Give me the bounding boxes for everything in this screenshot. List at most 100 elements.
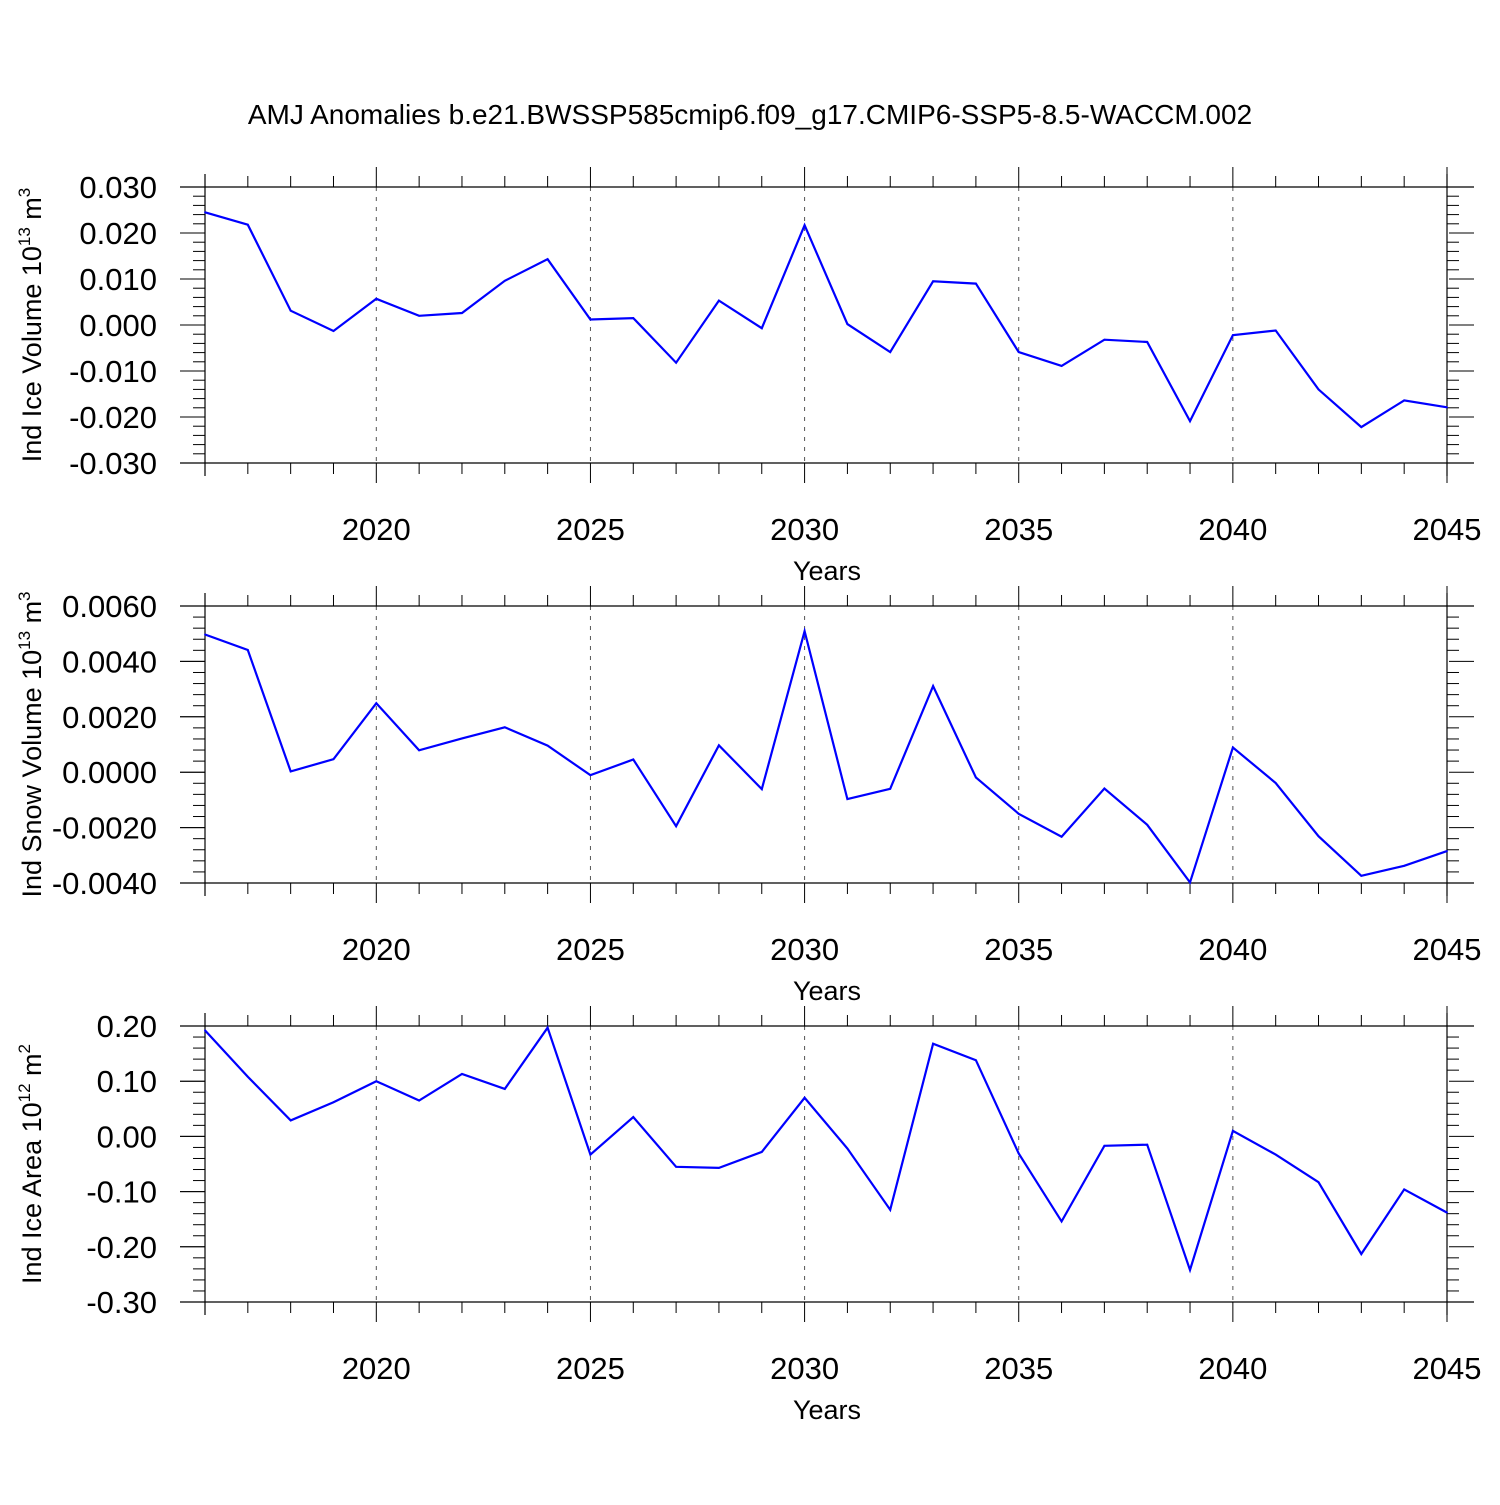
data-point: [632, 758, 635, 761]
x-tick-label: 2035: [984, 512, 1053, 547]
y-tick-label: -0.0020: [52, 811, 157, 846]
x-axis-label: Years: [793, 976, 861, 1006]
data-point: [803, 1096, 806, 1099]
y-tick-label: 0.0040: [62, 644, 157, 679]
data-point: [889, 787, 892, 790]
y-tick-label: -0.020: [69, 400, 157, 435]
data-point: [1274, 329, 1277, 332]
x-tick-label: 2035: [984, 932, 1053, 967]
data-point: [1060, 365, 1063, 367]
chart-title: AMJ Anomalies b.e21.BWSSP585cmip6.f09_g1…: [248, 99, 1252, 130]
data-point: [589, 774, 592, 777]
data-point: [1103, 1144, 1106, 1147]
data-point: [760, 1150, 763, 1153]
data-point: [718, 299, 720, 302]
y-tick-label: -0.010: [69, 354, 157, 389]
data-point: [1060, 1220, 1063, 1223]
data-point: [375, 702, 378, 705]
data-point: [375, 297, 378, 300]
data-point: [1231, 334, 1234, 337]
data-point: [1403, 399, 1406, 402]
y-axis-label: Ind Ice Area 1012 m2: [15, 1044, 47, 1284]
data-point: [1317, 388, 1320, 391]
data-point: [1017, 1152, 1020, 1155]
data-point: [1274, 782, 1277, 784]
data-point: [418, 749, 421, 752]
data-point: [332, 758, 335, 761]
data-point: [503, 1088, 506, 1090]
data-point: [375, 1080, 378, 1083]
x-tick-label: 2035: [984, 1351, 1053, 1386]
data-point: [1231, 1129, 1234, 1132]
data-point: [675, 361, 678, 364]
x-tick-label: 2025: [556, 512, 625, 547]
data-point: [246, 223, 249, 226]
y-axis-label-superscript: 12: [15, 1083, 34, 1102]
y-axis-label-part: Ind Ice Area 10: [17, 1102, 47, 1284]
x-tick-label: 2045: [1413, 932, 1482, 967]
data-point: [889, 1208, 892, 1211]
y-axis-label-part: m: [17, 1053, 47, 1083]
data-point: [760, 788, 763, 790]
y-axis-label-part: m: [17, 601, 47, 631]
data-point: [1317, 1181, 1320, 1184]
y-axis-label-part: Ind Ice Volume 10: [17, 246, 47, 462]
data-point: [546, 1026, 549, 1029]
data-point: [1231, 746, 1234, 749]
x-tick-label: 2045: [1413, 1351, 1482, 1386]
data-point: [974, 1059, 977, 1062]
data-point: [846, 798, 849, 800]
y-axis-label-superscript: 3: [15, 591, 34, 600]
data-point: [1446, 406, 1448, 409]
data-point: [974, 776, 977, 779]
data-point: [503, 726, 506, 729]
data-point: [675, 825, 678, 828]
y-tick-label: -0.030: [69, 446, 157, 481]
data-point: [1189, 881, 1191, 884]
data-point: [1360, 426, 1363, 429]
data-point: [1446, 850, 1448, 853]
y-tick-label: -0.10: [86, 1175, 157, 1210]
data-point: [1060, 835, 1063, 838]
data-point: [1146, 1143, 1149, 1146]
data-point: [632, 1116, 635, 1118]
y-tick-label: 0.10: [97, 1064, 157, 1099]
x-axis-label: Years: [793, 556, 861, 586]
y-axis-label-superscript: 13: [15, 227, 34, 246]
data-point: [1360, 874, 1363, 877]
data-point: [1360, 1253, 1363, 1255]
y-tick-label: 0.010: [79, 262, 157, 297]
data-point: [803, 630, 806, 633]
data-point: [246, 649, 249, 651]
data-point: [546, 744, 549, 747]
y-axis-label: Ind Ice Volume 1013 m3: [15, 188, 47, 463]
x-tick-label: 2020: [342, 512, 411, 547]
x-tick-label: 2040: [1198, 512, 1267, 547]
data-point: [632, 317, 635, 319]
y-tick-label: 0.20: [97, 1009, 157, 1044]
x-tick-label: 2025: [556, 932, 625, 967]
y-tick-label: 0.020: [79, 216, 157, 251]
y-tick-label: 0.0020: [62, 700, 157, 735]
data-point: [332, 330, 335, 332]
data-point: [718, 744, 720, 747]
y-tick-label: -0.30: [86, 1285, 157, 1320]
data-point: [332, 1101, 335, 1104]
x-tick-label: 2030: [770, 932, 839, 967]
x-tick-label: 2030: [770, 512, 839, 547]
data-point: [974, 282, 977, 285]
series-line: [204, 1025, 1448, 1274]
data-point: [932, 280, 934, 283]
data-point: [546, 258, 549, 261]
data-point: [204, 211, 206, 214]
data-point: [1103, 338, 1106, 341]
data-point: [846, 1147, 849, 1150]
y-tick-label: 0.000: [79, 308, 157, 343]
y-axis-label: Ind Snow Volume 1013 m3: [15, 591, 47, 897]
y-axis-label-part: m: [17, 197, 47, 227]
data-point: [1189, 420, 1191, 423]
data-point: [1189, 1269, 1191, 1271]
data-point: [204, 633, 206, 636]
data-point: [1317, 835, 1320, 838]
